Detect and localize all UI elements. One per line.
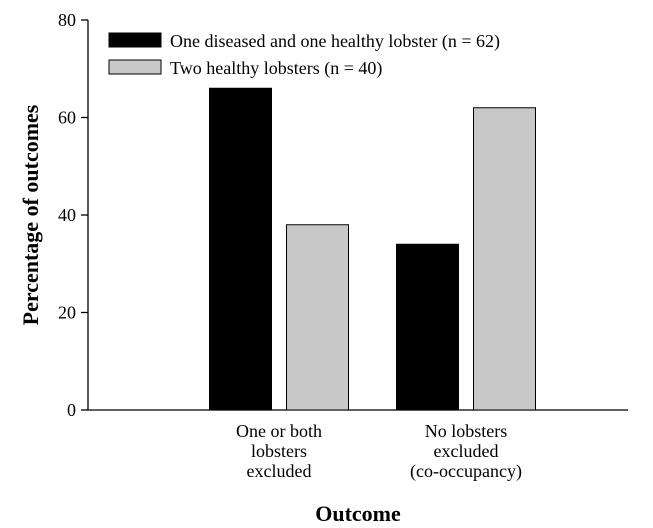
y-tick-label: 80 [58, 10, 76, 30]
y-tick-label: 20 [58, 303, 76, 323]
x-category-label: One or both lobsters excluded [236, 421, 322, 481]
legend: One diseased and one healthy lobster (n … [108, 31, 500, 79]
bar-series-1-category-0 [286, 224, 349, 411]
bar-series-0-category-1 [396, 243, 459, 411]
y-tick-label: 0 [67, 400, 76, 420]
legend-swatch-diseased-healthy [108, 32, 162, 48]
x-category-label: No lobsters excluded (co-occupancy) [410, 421, 522, 482]
x-axis-title: Outcome [315, 501, 401, 526]
bar-series-0-category-0 [209, 87, 272, 411]
x-axis-ticks: One or both lobsters excluded No lobsters ex… [236, 421, 522, 482]
bar-series-1-category-1 [473, 107, 536, 411]
y-tick-label: 40 [58, 205, 76, 225]
legend-swatch-two-healthy [108, 59, 162, 75]
y-axis-title: Percentage of outcomes [18, 104, 43, 325]
bars [209, 87, 536, 411]
legend-label-diseased-healthy: One diseased and one healthy lobster (n … [170, 31, 500, 52]
y-axis-ticks: 0 20 40 60 80 [58, 10, 88, 420]
y-tick-label: 60 [58, 108, 76, 128]
plot-area [87, 20, 628, 411]
legend-label-two-healthy: Two healthy lobsters (n = 40) [170, 58, 382, 79]
